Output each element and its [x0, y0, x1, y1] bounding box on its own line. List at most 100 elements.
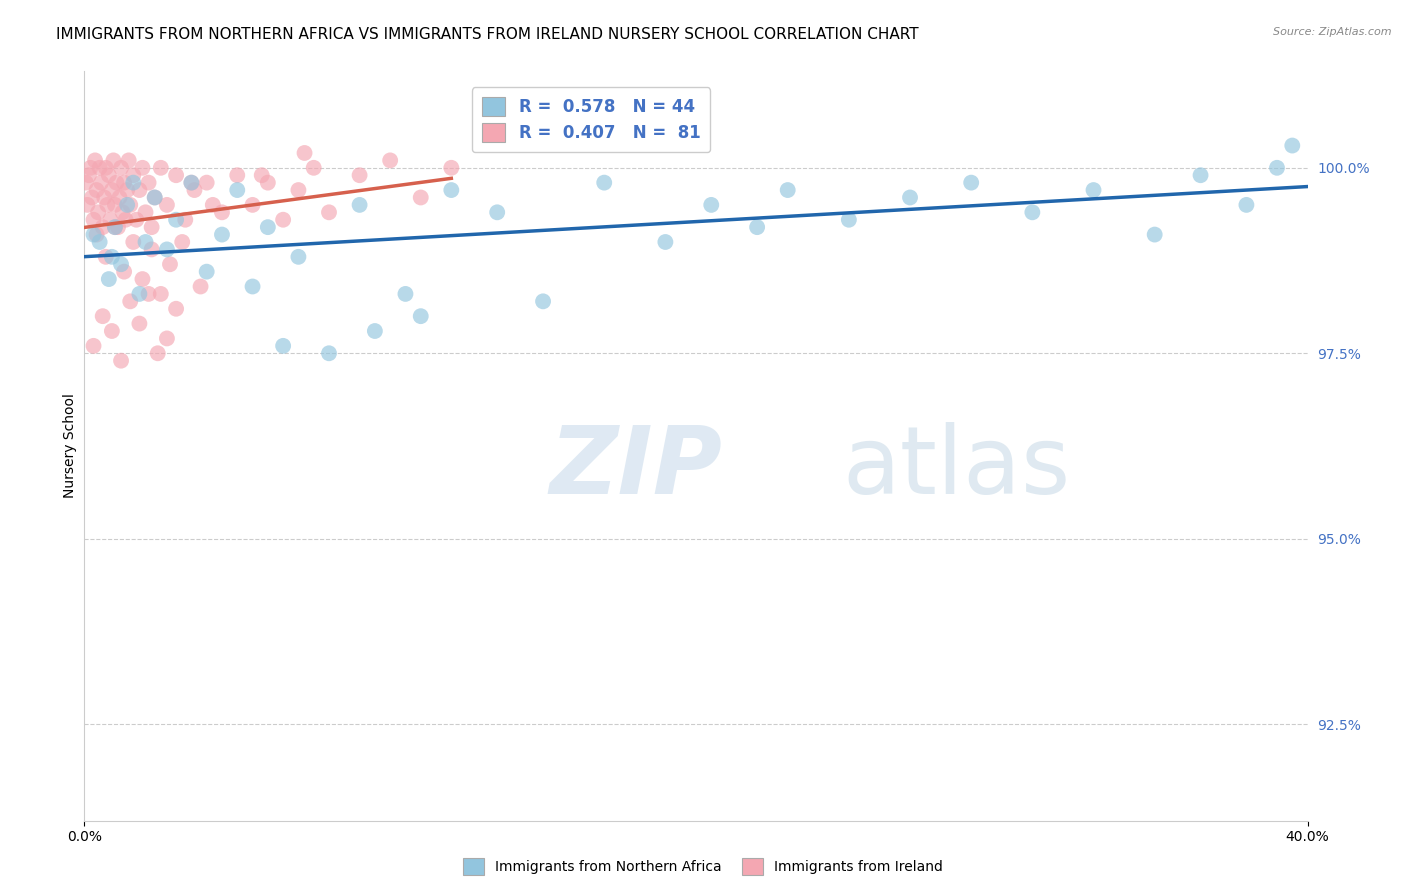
- Point: [83, 227, 105, 242]
- Point: [135, 205, 157, 219]
- Point: [211, 227, 233, 242]
- Point: [1265, 161, 1288, 175]
- Text: Source: ZipAtlas.com: Source: ZipAtlas.com: [1274, 27, 1392, 37]
- Point: [898, 190, 921, 204]
- Point: [110, 257, 132, 271]
- Point: [149, 287, 172, 301]
- Point: [1083, 183, 1105, 197]
- Point: [76, 198, 98, 212]
- Point: [156, 331, 179, 345]
- Point: [257, 220, 280, 235]
- Point: [159, 257, 181, 271]
- Point: [120, 198, 142, 212]
- Point: [409, 190, 432, 204]
- Point: [183, 183, 205, 197]
- Point: [115, 183, 138, 197]
- Point: [242, 198, 264, 212]
- Point: [110, 161, 132, 175]
- Point: [593, 176, 616, 190]
- Point: [211, 205, 233, 219]
- Point: [257, 176, 280, 190]
- Point: [165, 168, 187, 182]
- Point: [103, 153, 125, 168]
- Point: [172, 235, 194, 249]
- Point: [318, 205, 340, 219]
- Point: [110, 353, 132, 368]
- Point: [174, 212, 197, 227]
- Point: [135, 235, 157, 249]
- Point: [700, 198, 723, 212]
- Point: [776, 183, 799, 197]
- Point: [149, 161, 172, 175]
- Point: [94, 250, 117, 264]
- Point: [128, 317, 150, 331]
- Point: [146, 346, 169, 360]
- Point: [180, 176, 202, 190]
- Point: [108, 190, 131, 204]
- Point: [90, 176, 112, 190]
- Point: [195, 265, 218, 279]
- Point: [440, 161, 463, 175]
- Point: [101, 183, 124, 197]
- Point: [128, 287, 150, 301]
- Text: atlas: atlas: [842, 423, 1071, 515]
- Point: [122, 168, 145, 182]
- Point: [84, 153, 107, 168]
- Point: [138, 176, 160, 190]
- Point: [440, 183, 463, 197]
- Point: [112, 265, 135, 279]
- Point: [226, 168, 249, 182]
- Point: [287, 250, 309, 264]
- Point: [89, 235, 111, 249]
- Point: [156, 198, 179, 212]
- Point: [394, 287, 416, 301]
- Point: [87, 205, 110, 219]
- Point: [486, 205, 509, 219]
- Point: [747, 220, 769, 235]
- Point: [83, 339, 105, 353]
- Point: [86, 183, 108, 197]
- Point: [77, 168, 100, 182]
- Point: [1236, 198, 1258, 212]
- Point: [118, 153, 141, 168]
- Point: [242, 279, 264, 293]
- Point: [190, 279, 212, 293]
- Point: [141, 243, 163, 257]
- Point: [122, 176, 145, 190]
- Point: [250, 168, 273, 182]
- Point: [165, 301, 187, 316]
- Point: [104, 220, 127, 235]
- Point: [654, 235, 676, 249]
- Point: [104, 198, 127, 212]
- Point: [1281, 138, 1303, 153]
- Point: [75, 176, 97, 190]
- Point: [96, 198, 118, 212]
- Point: [120, 294, 142, 309]
- Point: [83, 212, 105, 227]
- Point: [94, 161, 117, 175]
- Point: [128, 183, 150, 197]
- Point: [97, 272, 120, 286]
- Point: [80, 190, 103, 204]
- Point: [115, 198, 138, 212]
- Point: [112, 176, 135, 190]
- Point: [201, 198, 224, 212]
- Point: [180, 176, 202, 190]
- Point: [93, 190, 115, 204]
- Point: [91, 309, 114, 323]
- Point: [302, 161, 325, 175]
- Point: [226, 183, 249, 197]
- Point: [101, 250, 124, 264]
- Point: [101, 324, 124, 338]
- Point: [107, 220, 129, 235]
- Point: [409, 309, 432, 323]
- Point: [294, 145, 316, 160]
- Point: [349, 198, 371, 212]
- Point: [89, 161, 111, 175]
- Point: [141, 220, 163, 235]
- Point: [318, 346, 340, 360]
- Point: [1189, 168, 1212, 182]
- Point: [114, 212, 136, 227]
- Text: ZIP: ZIP: [550, 423, 723, 515]
- Point: [165, 212, 187, 227]
